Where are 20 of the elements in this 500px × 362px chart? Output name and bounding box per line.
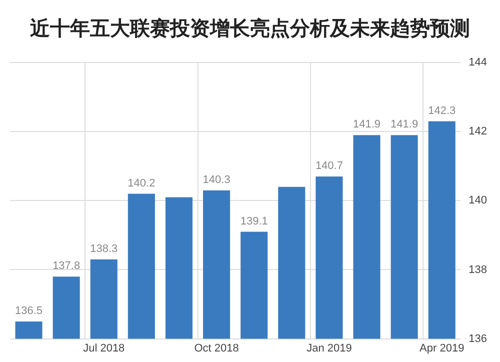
data-label: 138.3 — [90, 242, 118, 255]
y-tick-label: 144 — [468, 56, 488, 69]
x-tick-label: Jul 2018 — [83, 342, 125, 354]
data-label: 140.7 — [315, 160, 343, 172]
data-label: 139.1 — [240, 215, 268, 228]
y-tick-label: 138 — [468, 264, 488, 276]
data-label: 140.3 — [202, 174, 230, 186]
x-tick-label: Apr 2019 — [420, 342, 464, 354]
chart-title: 近十年五大联赛投资增长亮点分析及未来趋势预测 — [29, 15, 471, 42]
data-label: 137.8 — [52, 260, 80, 272]
y-tick-label: 140 — [468, 194, 488, 207]
data-label: 142.3 — [428, 104, 456, 117]
y-tick-label: 136 — [468, 332, 488, 345]
data-label: 141.9 — [390, 118, 418, 131]
x-tick-label: Oct 2018 — [194, 342, 239, 354]
data-label: 136.5 — [15, 305, 43, 318]
y-tick-label: 142 — [468, 126, 488, 138]
data-label: 141.9 — [352, 118, 381, 131]
data-label: 140.2 — [128, 177, 156, 190]
x-tick-label: Jan 2019 — [306, 342, 352, 354]
